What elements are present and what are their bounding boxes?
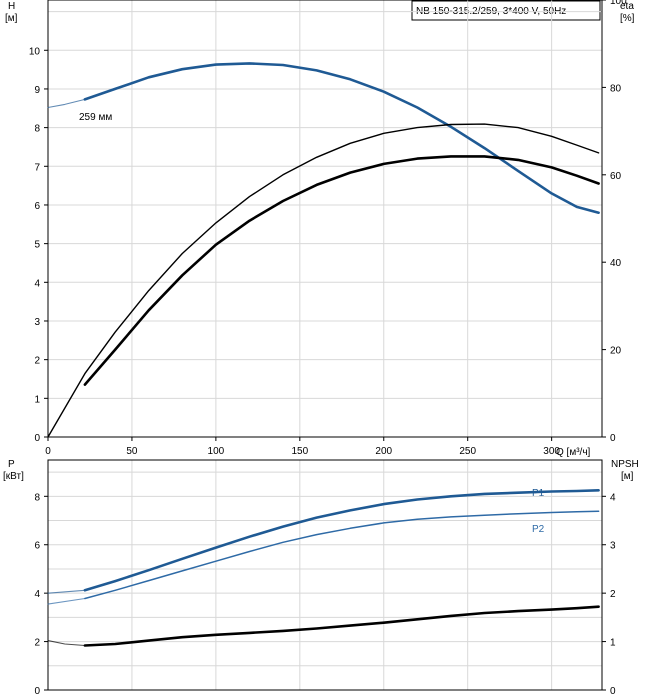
series-line-extrapolated [47,98,86,109]
x-tick-label: 150 [291,446,308,457]
series-line [83,155,600,386]
y-tick-label-right: 4 [610,492,616,503]
y-tick-label-left: 1 [34,394,40,405]
y-tick-label-right: 1 [610,638,616,649]
series-line [84,510,600,600]
y-tick-label-left: 0 [34,433,40,444]
x-tick-label: 300 [543,446,560,457]
series-line [83,62,600,214]
x-tick-label: 0 [45,446,51,457]
y-tick-label-right: 0 [610,686,616,697]
eta-axis-unit: [%] [620,13,635,24]
npsh-axis-title: NPSH [611,459,639,470]
y-tick-label-right: 100 [610,0,627,7]
x-tick-label: 50 [126,446,138,457]
y-tick-label-right: 0 [610,433,616,444]
series-line [83,489,600,592]
y-tick-label-right: 20 [610,346,622,357]
y-tick-label-left: 7 [34,162,40,173]
y-tick-label-right: 3 [610,541,616,552]
series-line-extrapolated [47,589,86,594]
y-tick-label-left: 0 [34,686,40,697]
x-tick-label: 250 [459,446,476,457]
y-tick-label-left: 9 [34,85,40,96]
x-tick-label: 200 [375,446,392,457]
y-tick-label-left: 3 [34,317,40,328]
series-line [47,123,600,438]
y-tick-label-left: 5 [34,240,40,251]
y-tick-label-right: 80 [610,83,622,94]
y-tick-label-left: 6 [34,201,40,212]
series-line-extrapolated [47,640,86,647]
head-axis-title: H [8,1,15,12]
power-axis-unit: [кВт] [3,471,24,482]
y-tick-label-left: 4 [34,278,40,289]
y-tick-label-left: 8 [34,492,40,503]
legend-label-p2: P2 [532,524,545,535]
impeller-diameter-label: 259 мм [79,112,112,123]
y-tick-label-left: 6 [34,541,40,552]
y-tick-label-left: 2 [34,638,40,649]
title-box [411,0,601,21]
legend-label-p1: P1 [532,488,545,499]
plot-frame [47,0,603,438]
head-axis-unit: [м] [5,13,18,24]
x-tick-label: 100 [208,446,225,457]
y-tick-label-right: 40 [610,258,622,269]
npsh-axis-unit: [м] [621,471,634,482]
plot-frame [47,459,603,691]
series-line [83,605,600,647]
y-tick-label-left: 4 [34,589,40,600]
y-tick-label-right: 60 [610,171,622,182]
flow-axis-title: Q [м³/ч] [556,447,591,458]
y-tick-label-left: 10 [29,46,41,57]
eta-axis-title: eta [620,1,634,12]
y-tick-label-left: 2 [34,356,40,367]
y-tick-label-left: 8 [34,124,40,135]
series-line-extrapolated [47,597,86,605]
power-axis-title: P [8,459,15,470]
y-tick-label-right: 2 [610,589,616,600]
